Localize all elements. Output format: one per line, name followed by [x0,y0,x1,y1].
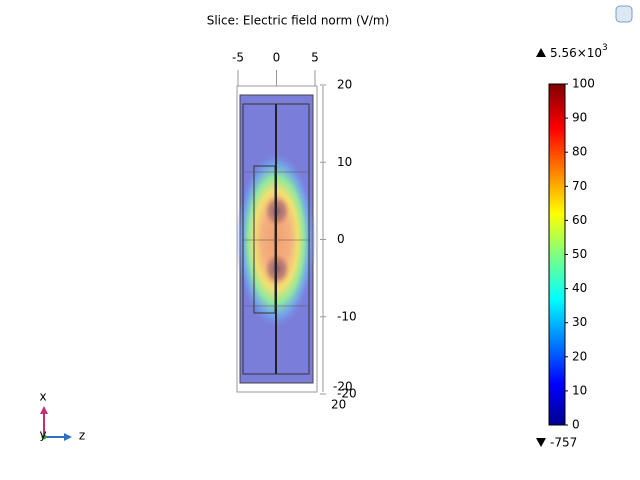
y-arrow [41,434,47,440]
colorbar-tick-label: 50 [572,247,587,261]
colorbar-tick-label: 20 [572,349,587,363]
x-arrowhead [40,406,48,414]
max-label: 5.56×103 [550,43,608,60]
side-tick-label: -20 [337,387,357,401]
side-tick-label: 20 [337,78,352,92]
x-label: x [39,390,46,404]
side-tick-label: -10 [337,309,357,323]
side-tick-label: 10 [337,155,352,169]
logo-icon [615,5,633,23]
side-tick-label: 0 [337,232,345,246]
colorbar [548,83,566,426]
colorbar-tick-label: 80 [572,145,587,159]
max-marker [536,48,546,57]
plot-title: Slice: Electric field norm (V/m) [207,14,390,28]
colorbar-tick-label: 100 [572,77,595,91]
top-tick-label: 5 [311,51,319,65]
colorbar-tick-label: 30 [572,315,587,329]
depth-tick-label: 20 [331,398,346,412]
z-label: z [79,429,85,443]
colorbar-tick-label: 60 [572,213,587,227]
max-mantissa: 5.56×10 [550,46,602,60]
grid [243,171,309,307]
min-label: -757 [550,436,577,450]
top-tick-label: -5 [232,51,244,65]
top-tick-label: 0 [273,51,281,65]
min-marker [536,438,546,447]
colorbar-tick-label: 0 [572,418,580,432]
max-exponent: 3 [602,43,608,53]
y-label: y [39,428,46,442]
colorbar-tick-label: 10 [572,383,587,397]
z-arrowhead [64,433,72,441]
depth-tick-label: -20 [333,380,353,394]
colorbar-tick-label: 90 [572,111,587,125]
colorbar-tick-label: 40 [572,281,587,295]
colorbar-tick-label: 70 [572,179,587,193]
